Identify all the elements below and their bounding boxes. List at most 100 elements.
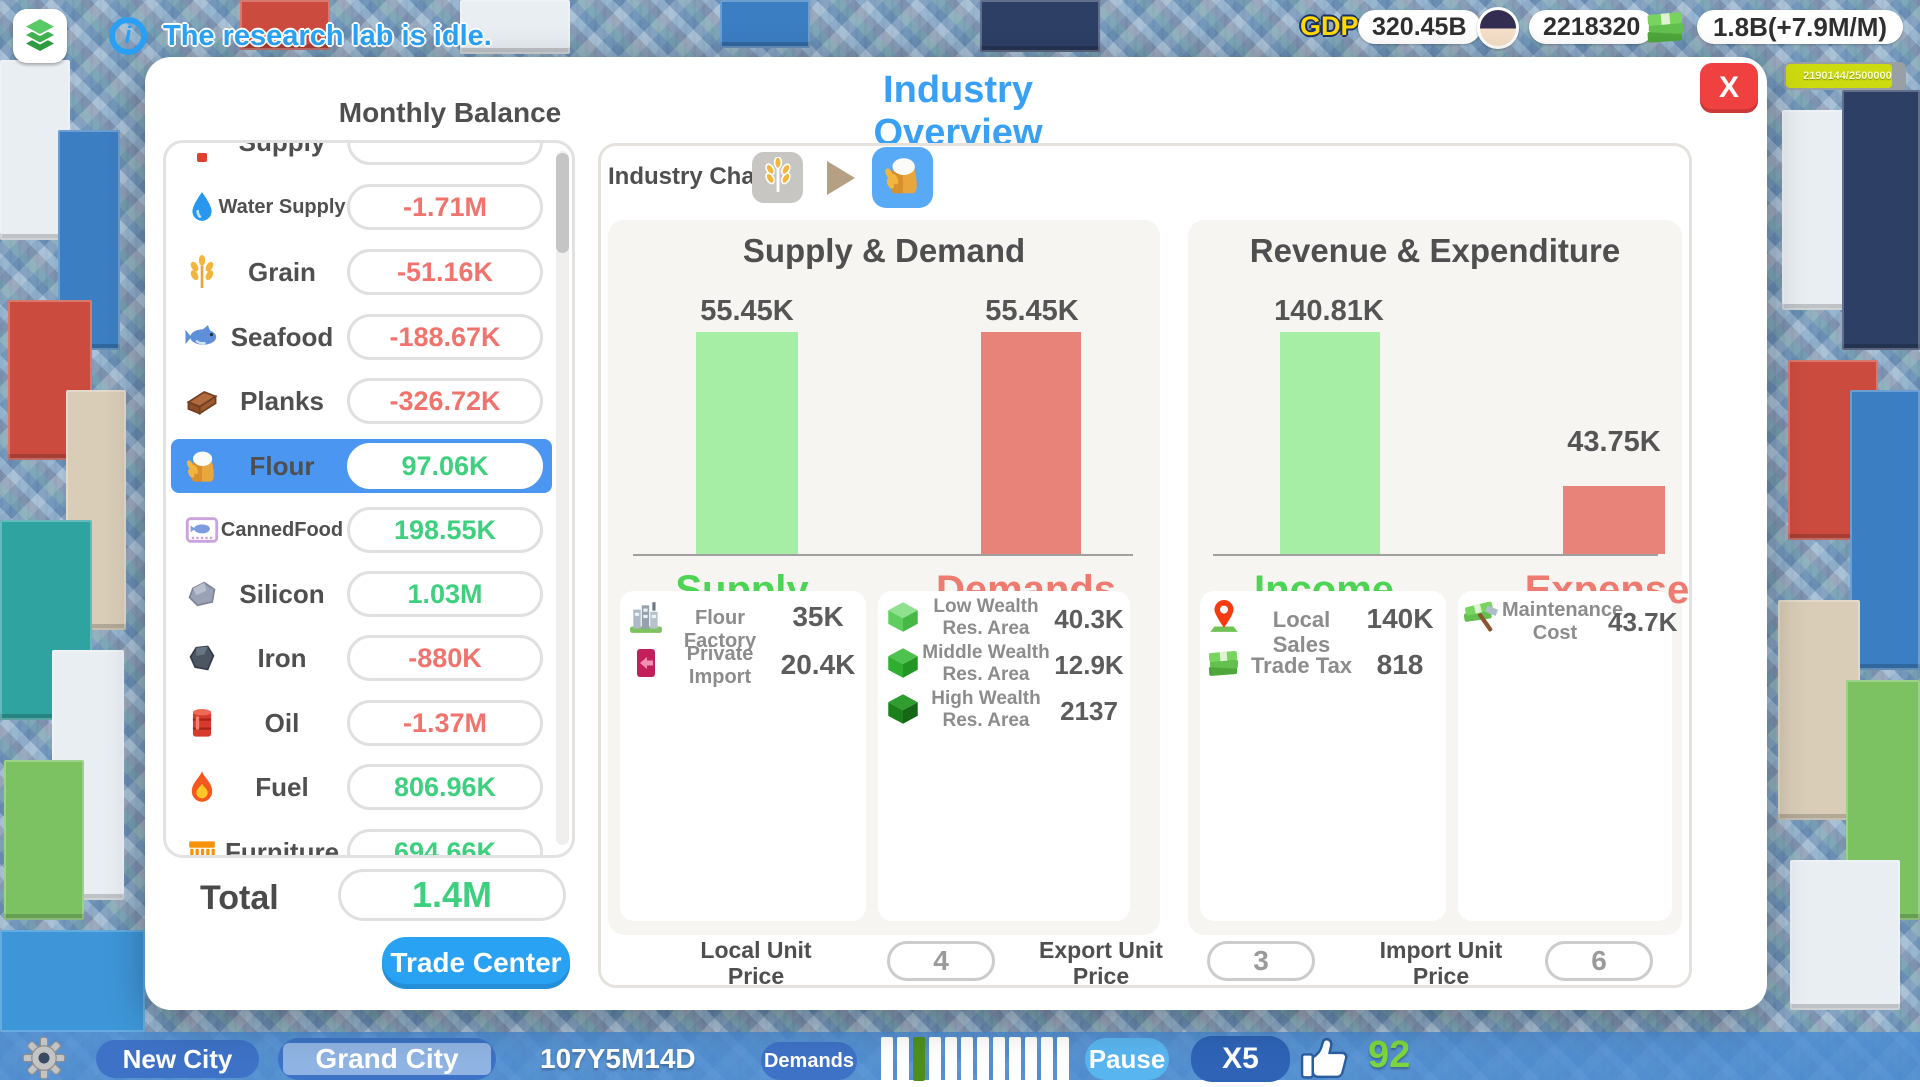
grain-icon (761, 157, 795, 198)
flour-factory-icon (628, 599, 664, 640)
middle-wealth-cube-icon (886, 646, 920, 685)
histogram-bar-active (913, 1037, 925, 1081)
city-name-tab[interactable]: Grand City (278, 1038, 496, 1080)
list-item[interactable]: Water Supply -1.71M (166, 184, 572, 230)
new-city-button[interactable]: New City (96, 1040, 259, 1078)
gdp-value: 320.45B (1358, 10, 1481, 44)
revenue-expenditure-card: Revenue & Expenditure 140.81K 43.75K Inc… (1188, 220, 1682, 935)
total-value: 1.4M (338, 869, 566, 921)
histogram-bar (977, 1037, 989, 1081)
monthly-balance-list: Supply Water Supply -1.71M Grain -51.16K… (163, 140, 575, 858)
list-item[interactable]: Fuel 806.96K (166, 764, 572, 810)
supply-detail-card: Flour Factory 35K Private Import 20.4K (620, 591, 866, 921)
histogram-bar (1009, 1037, 1021, 1081)
chain-step-flour[interactable] (872, 147, 933, 208)
demands-detail-card: Low Wealth Res. Area 40.3K Middle Wealth… (878, 591, 1130, 921)
expense-bar (1563, 486, 1665, 554)
info-icon: i (109, 17, 147, 55)
city-building (1782, 110, 1850, 310)
chart-axis (633, 554, 1133, 556)
histogram-bar (1041, 1037, 1053, 1081)
private-import-icon (633, 647, 659, 684)
supply-demand-card: Supply & Demand 55.45K 55.45K Supply Dem… (608, 220, 1160, 935)
chain-step-grain[interactable] (752, 152, 803, 203)
scrollbar-track[interactable] (556, 151, 569, 845)
gdp-label: GDP (1300, 11, 1359, 42)
export-unit-price-value[interactable]: 3 (1207, 941, 1315, 981)
close-button[interactable]: X (1700, 63, 1758, 113)
list-item[interactable]: Furniture 694.66K (166, 829, 572, 858)
notification-banner[interactable]: The research lab is idle. (163, 20, 492, 53)
chain-arrow-icon (827, 161, 855, 195)
local-unit-price-value[interactable]: 4 (887, 941, 995, 981)
speed-button[interactable]: X5 (1191, 1036, 1290, 1082)
list-item[interactable]: Seafood -188.67K (166, 314, 572, 360)
local-unit-price-label: Local Unit Price (676, 937, 836, 990)
income-detail-card: Local Sales 140K Trade Tax 818 (1200, 591, 1446, 921)
chart-title: Supply & Demand (608, 232, 1160, 270)
list-item[interactable]: Grain -51.16K (166, 249, 572, 295)
histogram-bar (1057, 1037, 1069, 1081)
demands-button[interactable]: Demands (761, 1042, 857, 1080)
local-sales-pin-icon (1208, 599, 1240, 640)
histogram-bar (945, 1037, 957, 1081)
histogram-bar (929, 1037, 941, 1081)
histogram-bar (961, 1037, 973, 1081)
settings-gear-icon[interactable] (22, 1036, 66, 1085)
city-building (720, 0, 810, 48)
money-value: 1.8B(+7.9M/M) (1697, 10, 1903, 44)
city-building (1790, 860, 1900, 1010)
histogram-bar (881, 1037, 893, 1081)
city-building (980, 0, 1100, 52)
population-value: 2218320 (1529, 10, 1654, 44)
import-unit-price-label: Import Unit Price (1361, 937, 1521, 990)
city-building (1850, 390, 1920, 670)
bar-value-label: 55.45K (932, 295, 1132, 328)
demand-histogram (881, 1037, 1069, 1081)
list-item[interactable]: CannedFood 198.55K (166, 507, 572, 553)
trade-tax-money-icon (1206, 649, 1242, 682)
low-wealth-cube-icon (886, 600, 920, 639)
layers-icon (21, 15, 59, 58)
money-icon (1644, 8, 1688, 51)
population-avatar-icon (1477, 7, 1519, 49)
monthly-balance-heading: Monthly Balance (300, 97, 600, 129)
city-water (0, 930, 145, 1032)
import-unit-price-value[interactable]: 6 (1545, 941, 1653, 981)
bar-value-label: 43.75K (1514, 426, 1714, 459)
supply-bar (696, 332, 798, 554)
game-date: 107Y5M14D (540, 1043, 696, 1075)
list-item[interactable]: Planks -326.72K (166, 378, 572, 424)
bar-value-label: 140.81K (1229, 295, 1429, 328)
scrollbar-thumb[interactable] (556, 153, 569, 253)
xp-progress-bar: 2190144/2500000 (1784, 62, 1906, 90)
xp-progress-text: 2190144/2500000 (1784, 62, 1911, 90)
maintenance-cost-icon (1462, 599, 1500, 640)
export-unit-price-label: Export Unit Price (1021, 937, 1181, 990)
chart-title: Revenue & Expenditure (1188, 232, 1682, 270)
histogram-bar (993, 1037, 1005, 1081)
approval-rating: 92 (1368, 1034, 1410, 1077)
expense-detail-card: Maintenance Cost 43.7K (1458, 591, 1672, 921)
bar-value-label: 55.45K (647, 295, 847, 328)
pause-button[interactable]: Pause (1085, 1038, 1169, 1080)
demands-bar (981, 332, 1081, 554)
list-item[interactable]: Supply (166, 140, 572, 165)
list-item[interactable]: Iron -880K (166, 635, 572, 681)
list-item[interactable]: Silicon 1.03M (166, 571, 572, 617)
thumbs-up-icon[interactable] (1299, 1036, 1351, 1087)
industry-overview-modal: Industry Overview X Monthly Balance Supp… (145, 57, 1767, 1010)
list-item[interactable]: Oil -1.37M (166, 700, 572, 746)
trade-center-button[interactable]: Trade Center (382, 937, 570, 989)
histogram-bar (897, 1037, 909, 1081)
histogram-bar (1025, 1037, 1037, 1081)
city-name-label: Grand City (278, 1038, 496, 1080)
income-bar (1280, 332, 1380, 554)
high-wealth-cube-icon (886, 692, 920, 731)
layers-menu-button[interactable] (13, 9, 67, 63)
chart-axis (1213, 554, 1658, 556)
city-building (4, 760, 84, 920)
city-building (1842, 90, 1920, 350)
total-label: Total (200, 879, 300, 918)
list-item-selected[interactable]: Flour 97.06K (166, 443, 572, 489)
